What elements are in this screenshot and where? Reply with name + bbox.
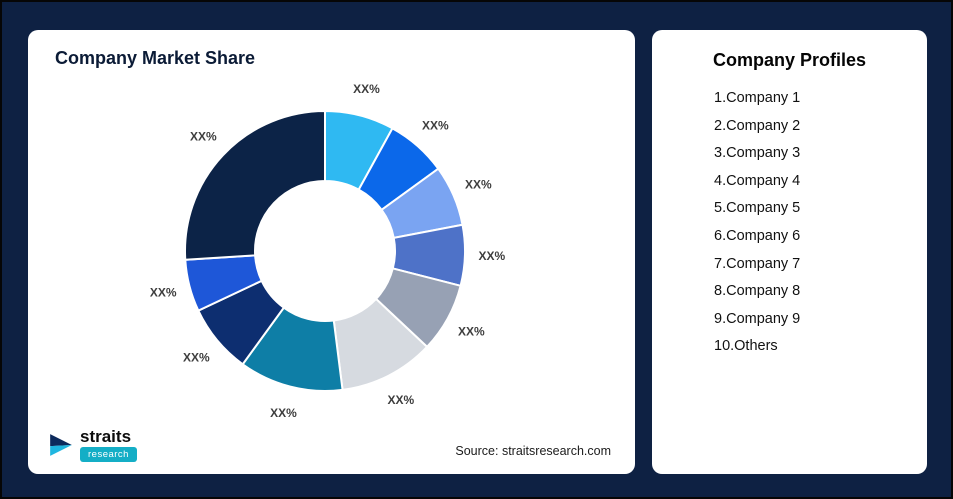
company-list: 1.Company 1 2.Company 2 3.Company 3 4.Compa… [652, 85, 927, 361]
profiles-title: Company Profiles [712, 50, 867, 70]
company-list-item: 4.Company 4 [714, 172, 801, 189]
company-list-item: 10.Others [714, 338, 778, 355]
segment-label: XX% [190, 130, 217, 144]
company-list-item: 6.Company 6 [714, 227, 801, 244]
segment-label: XX% [150, 286, 177, 300]
chart-title: Company Market Share [55, 48, 256, 68]
straits-research-logo: straits research [48, 428, 137, 462]
segment-label: XX% [270, 406, 297, 420]
logo-text: straits research [80, 428, 137, 462]
company-list-item: 7.Company 7 [714, 255, 801, 272]
donut-chart: XX% XX% XX% XX% XX% XX% XX% XX% XX% XX% [150, 82, 506, 420]
segment-label: XX% [353, 82, 380, 96]
company-list-item: 8.Company 8 [714, 283, 801, 300]
company-profiles-card: Company Profiles 1.Company 1 2.Company 2 3… [652, 30, 927, 474]
segment-label: XX% [183, 350, 210, 364]
company-list-item: 1.Company 1 [714, 90, 801, 106]
segment-label: XX% [465, 178, 492, 192]
source-text: Source: straitsresearch.com [455, 444, 611, 458]
donut-segment [184, 109, 326, 261]
company-list-item: 2.Company 2 [714, 117, 801, 134]
company-list-item: 9.Company 9 [714, 310, 801, 327]
segment-label: XX% [422, 119, 449, 133]
company-list-item: 3.Company 3 [714, 145, 801, 162]
segment-label: XX% [387, 393, 414, 407]
segment-label: XX% [458, 325, 485, 339]
market-share-card: Company Market Share XX% XX% XX% XX% XX% XX% X… [28, 30, 635, 474]
segment-label: XX% [479, 249, 506, 263]
company-list-item: 5.Company 5 [714, 200, 801, 217]
straits-logo-icon [50, 434, 72, 456]
logo-name: straits [80, 427, 132, 446]
logo-tag: research [80, 447, 137, 462]
